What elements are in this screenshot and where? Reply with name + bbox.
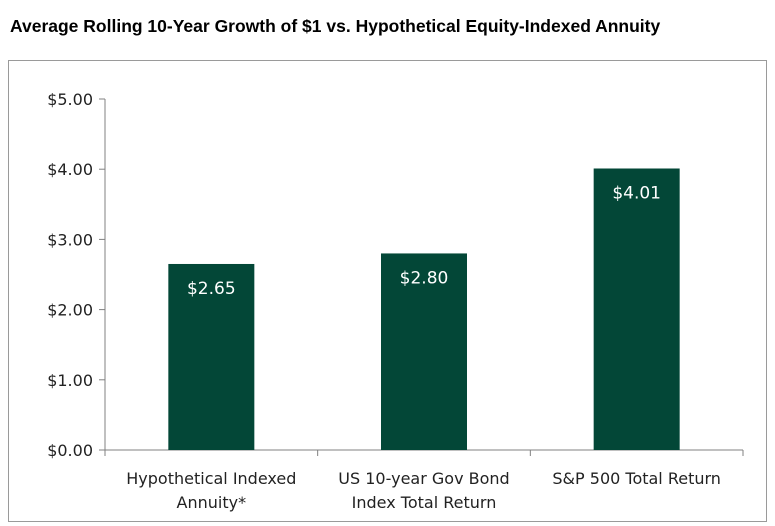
data-label: $2.80 — [400, 268, 449, 288]
data-label: $2.65 — [187, 279, 236, 299]
y-tick-label: $1.00 — [47, 371, 93, 390]
bar — [381, 253, 467, 450]
data-label: $4.01 — [612, 183, 661, 203]
x-tick-label: Annuity* — [177, 493, 247, 512]
y-tick-label: $0.00 — [47, 441, 93, 460]
chart-title: Average Rolling 10-Year Growth of $1 vs.… — [10, 16, 661, 36]
y-tick-label: $4.00 — [47, 160, 93, 179]
x-tick-label: Index Total Return — [352, 493, 497, 512]
bar — [168, 263, 255, 450]
x-tick-label: US 10-year Gov Bond — [338, 469, 509, 488]
x-tick-label: S&P 500 Total Return — [552, 469, 721, 488]
labels: $2.65 Hypothetical Indexed Annuity* $2.80 US… — [126, 183, 721, 512]
y-tick-label: $2.00 — [47, 301, 93, 320]
chart-frame — [8, 60, 767, 522]
bar — [593, 168, 680, 451]
y-tick-label: $5.00 — [47, 90, 93, 109]
y-tick-label: $3.00 — [47, 230, 93, 249]
bars — [168, 168, 680, 451]
x-tick-label: Hypothetical Indexed — [126, 469, 296, 488]
